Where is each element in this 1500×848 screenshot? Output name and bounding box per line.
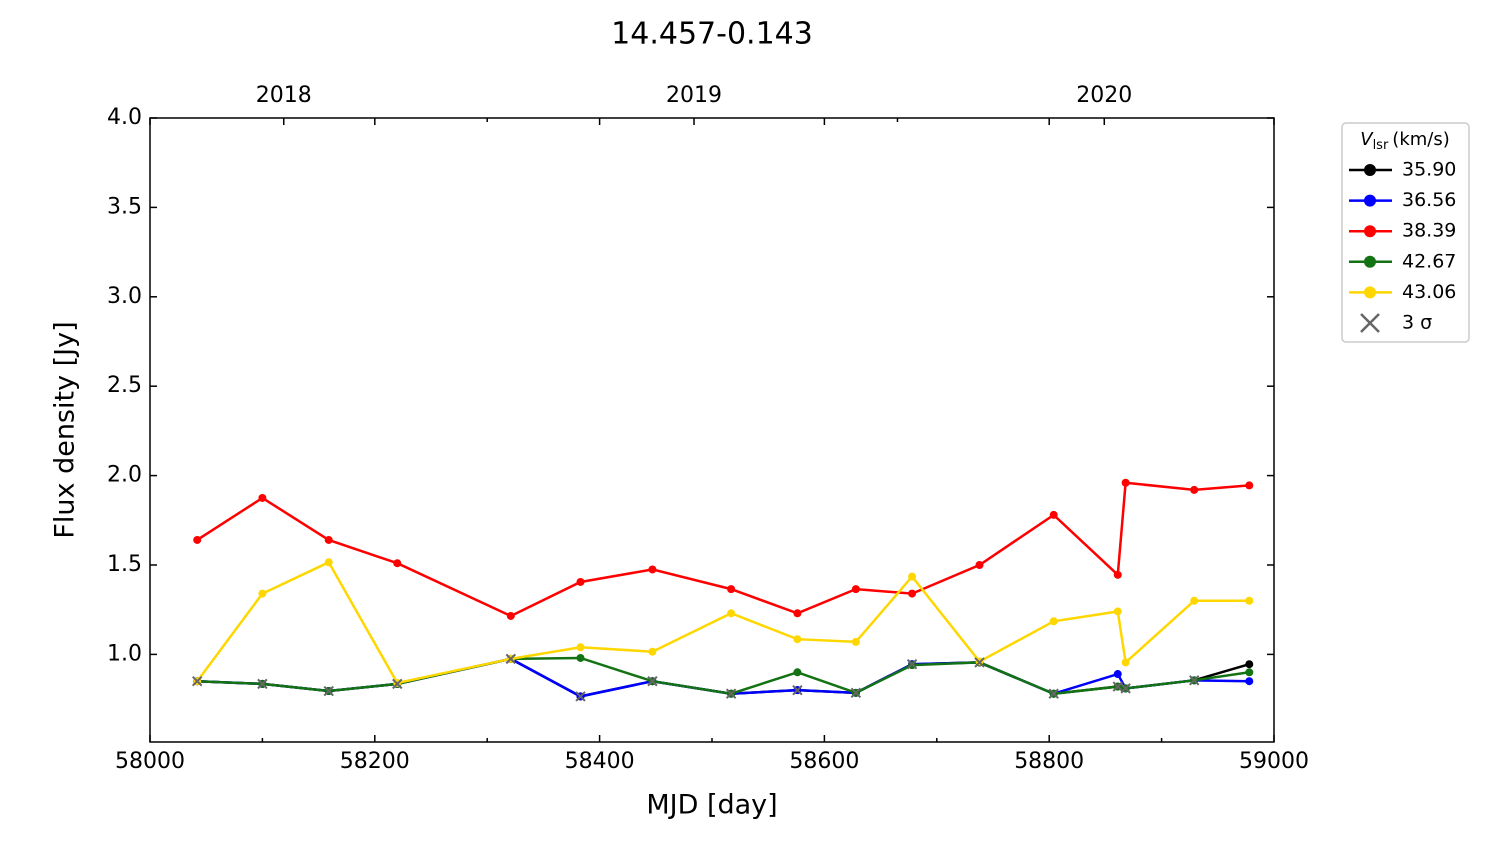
data-point: [1190, 596, 1199, 605]
data-point: [1121, 658, 1130, 667]
upper-limit-marker: [850, 687, 862, 699]
data-point: [1121, 478, 1130, 487]
y-tick-label: 4.0: [107, 105, 142, 130]
legend-label: 36.56: [1402, 189, 1456, 211]
x2-tick-label: 2018: [256, 83, 312, 108]
data-point: [793, 635, 802, 644]
x-tick-label: 58800: [1014, 749, 1084, 774]
legend-box: [1341, 122, 1470, 343]
data-point: [648, 565, 657, 574]
legend-marker: [1360, 313, 1380, 333]
data-point: [1113, 670, 1122, 679]
data-point: [324, 535, 333, 544]
upper-limit-marker: [575, 691, 586, 702]
legend-title: Vlsr (km/s): [1360, 129, 1450, 153]
series-line: [197, 657, 1250, 698]
data-point: [1245, 668, 1254, 677]
legend-marker: [1364, 286, 1376, 299]
upper-limit-marker: [1120, 683, 1131, 694]
data-point: [393, 559, 402, 568]
legend-label: 3 σ: [1402, 312, 1432, 334]
legend-label: 38.39: [1402, 220, 1456, 242]
upper-limit-marker: [1048, 688, 1059, 699]
legend-label: 42.67: [1402, 250, 1456, 272]
data-point: [1190, 485, 1199, 494]
data-point: [193, 535, 202, 544]
upper-limit-marker: [647, 676, 658, 687]
legend-title-subscript: lsr: [1373, 138, 1389, 153]
x-tick-label: 58400: [565, 749, 635, 774]
data-point: [258, 589, 267, 598]
x-tick-label: 59000: [1239, 749, 1309, 774]
upper-limit-marker: [974, 657, 985, 668]
data-point: [1245, 481, 1254, 490]
data-point: [851, 637, 860, 646]
data-point: [908, 572, 917, 581]
upper-limit-marker: [192, 676, 203, 687]
data-point: [1113, 570, 1122, 579]
series-line: [196, 481, 1250, 618]
series-line: [197, 657, 1250, 698]
legend-title-symbol: V: [1360, 129, 1374, 150]
upper-limit-marker: [906, 659, 918, 670]
legend-marker: [1364, 164, 1376, 176]
data-point: [1049, 510, 1058, 519]
series-line: [196, 560, 1250, 685]
data-point: [324, 558, 333, 567]
legend-title-unit: (km/s): [1392, 129, 1449, 150]
legend-marker: [1364, 194, 1376, 207]
upper-limit-marker: [1112, 681, 1123, 692]
upper-limit-marker: [323, 685, 334, 697]
legend-label: 35.90: [1402, 159, 1456, 181]
data-point: [727, 609, 736, 618]
y-tick-label: 1.0: [107, 641, 142, 666]
upper-limit-marker: [792, 684, 803, 696]
y-axis-label: Flux density [Jy]: [50, 321, 81, 538]
legend-marker: [1364, 255, 1376, 268]
upper-limit-marker: [505, 653, 517, 665]
data-point: [1049, 617, 1058, 626]
x-axis-label: MJD [day]: [646, 790, 777, 821]
data-point: [506, 611, 515, 620]
x-tick-label: 58000: [115, 749, 185, 774]
data-point: [1245, 677, 1254, 686]
y-tick-label: 2.0: [107, 463, 142, 488]
series-line: [197, 656, 1250, 696]
y-tick-label: 2.5: [107, 373, 142, 398]
y-tick-label: 3.0: [107, 284, 142, 309]
x-tick-label: 58200: [340, 749, 410, 774]
legend-marker: [1364, 225, 1376, 238]
y-tick-label: 1.5: [107, 552, 142, 577]
data-point: [576, 653, 585, 662]
legend-label: 43.06: [1402, 281, 1456, 303]
data-point: [851, 585, 860, 594]
data-point: [258, 493, 267, 502]
data-point: [576, 643, 585, 652]
data-point: [793, 609, 802, 618]
upper-limit-marker: [1188, 675, 1200, 686]
plot-frame: [149, 117, 1275, 743]
data-point: [648, 647, 657, 656]
chart-title: 14.457-0.143: [611, 17, 813, 52]
data-point: [975, 560, 984, 569]
y-tick-label: 3.5: [107, 194, 142, 219]
x2-tick-label: 2020: [1076, 83, 1132, 108]
upper-limit-marker: [257, 678, 268, 690]
x-tick-label: 58600: [789, 749, 859, 774]
data-point: [727, 585, 736, 594]
data-point: [576, 577, 585, 586]
data-point: [1113, 607, 1122, 616]
data-point: [908, 589, 917, 598]
data-point: [793, 668, 802, 677]
upper-limit-marker: [392, 678, 403, 690]
upper-limit-marker: [725, 688, 737, 699]
x2-tick-label: 2019: [666, 83, 722, 108]
data-point: [1245, 660, 1254, 669]
data-point: [1245, 596, 1254, 605]
